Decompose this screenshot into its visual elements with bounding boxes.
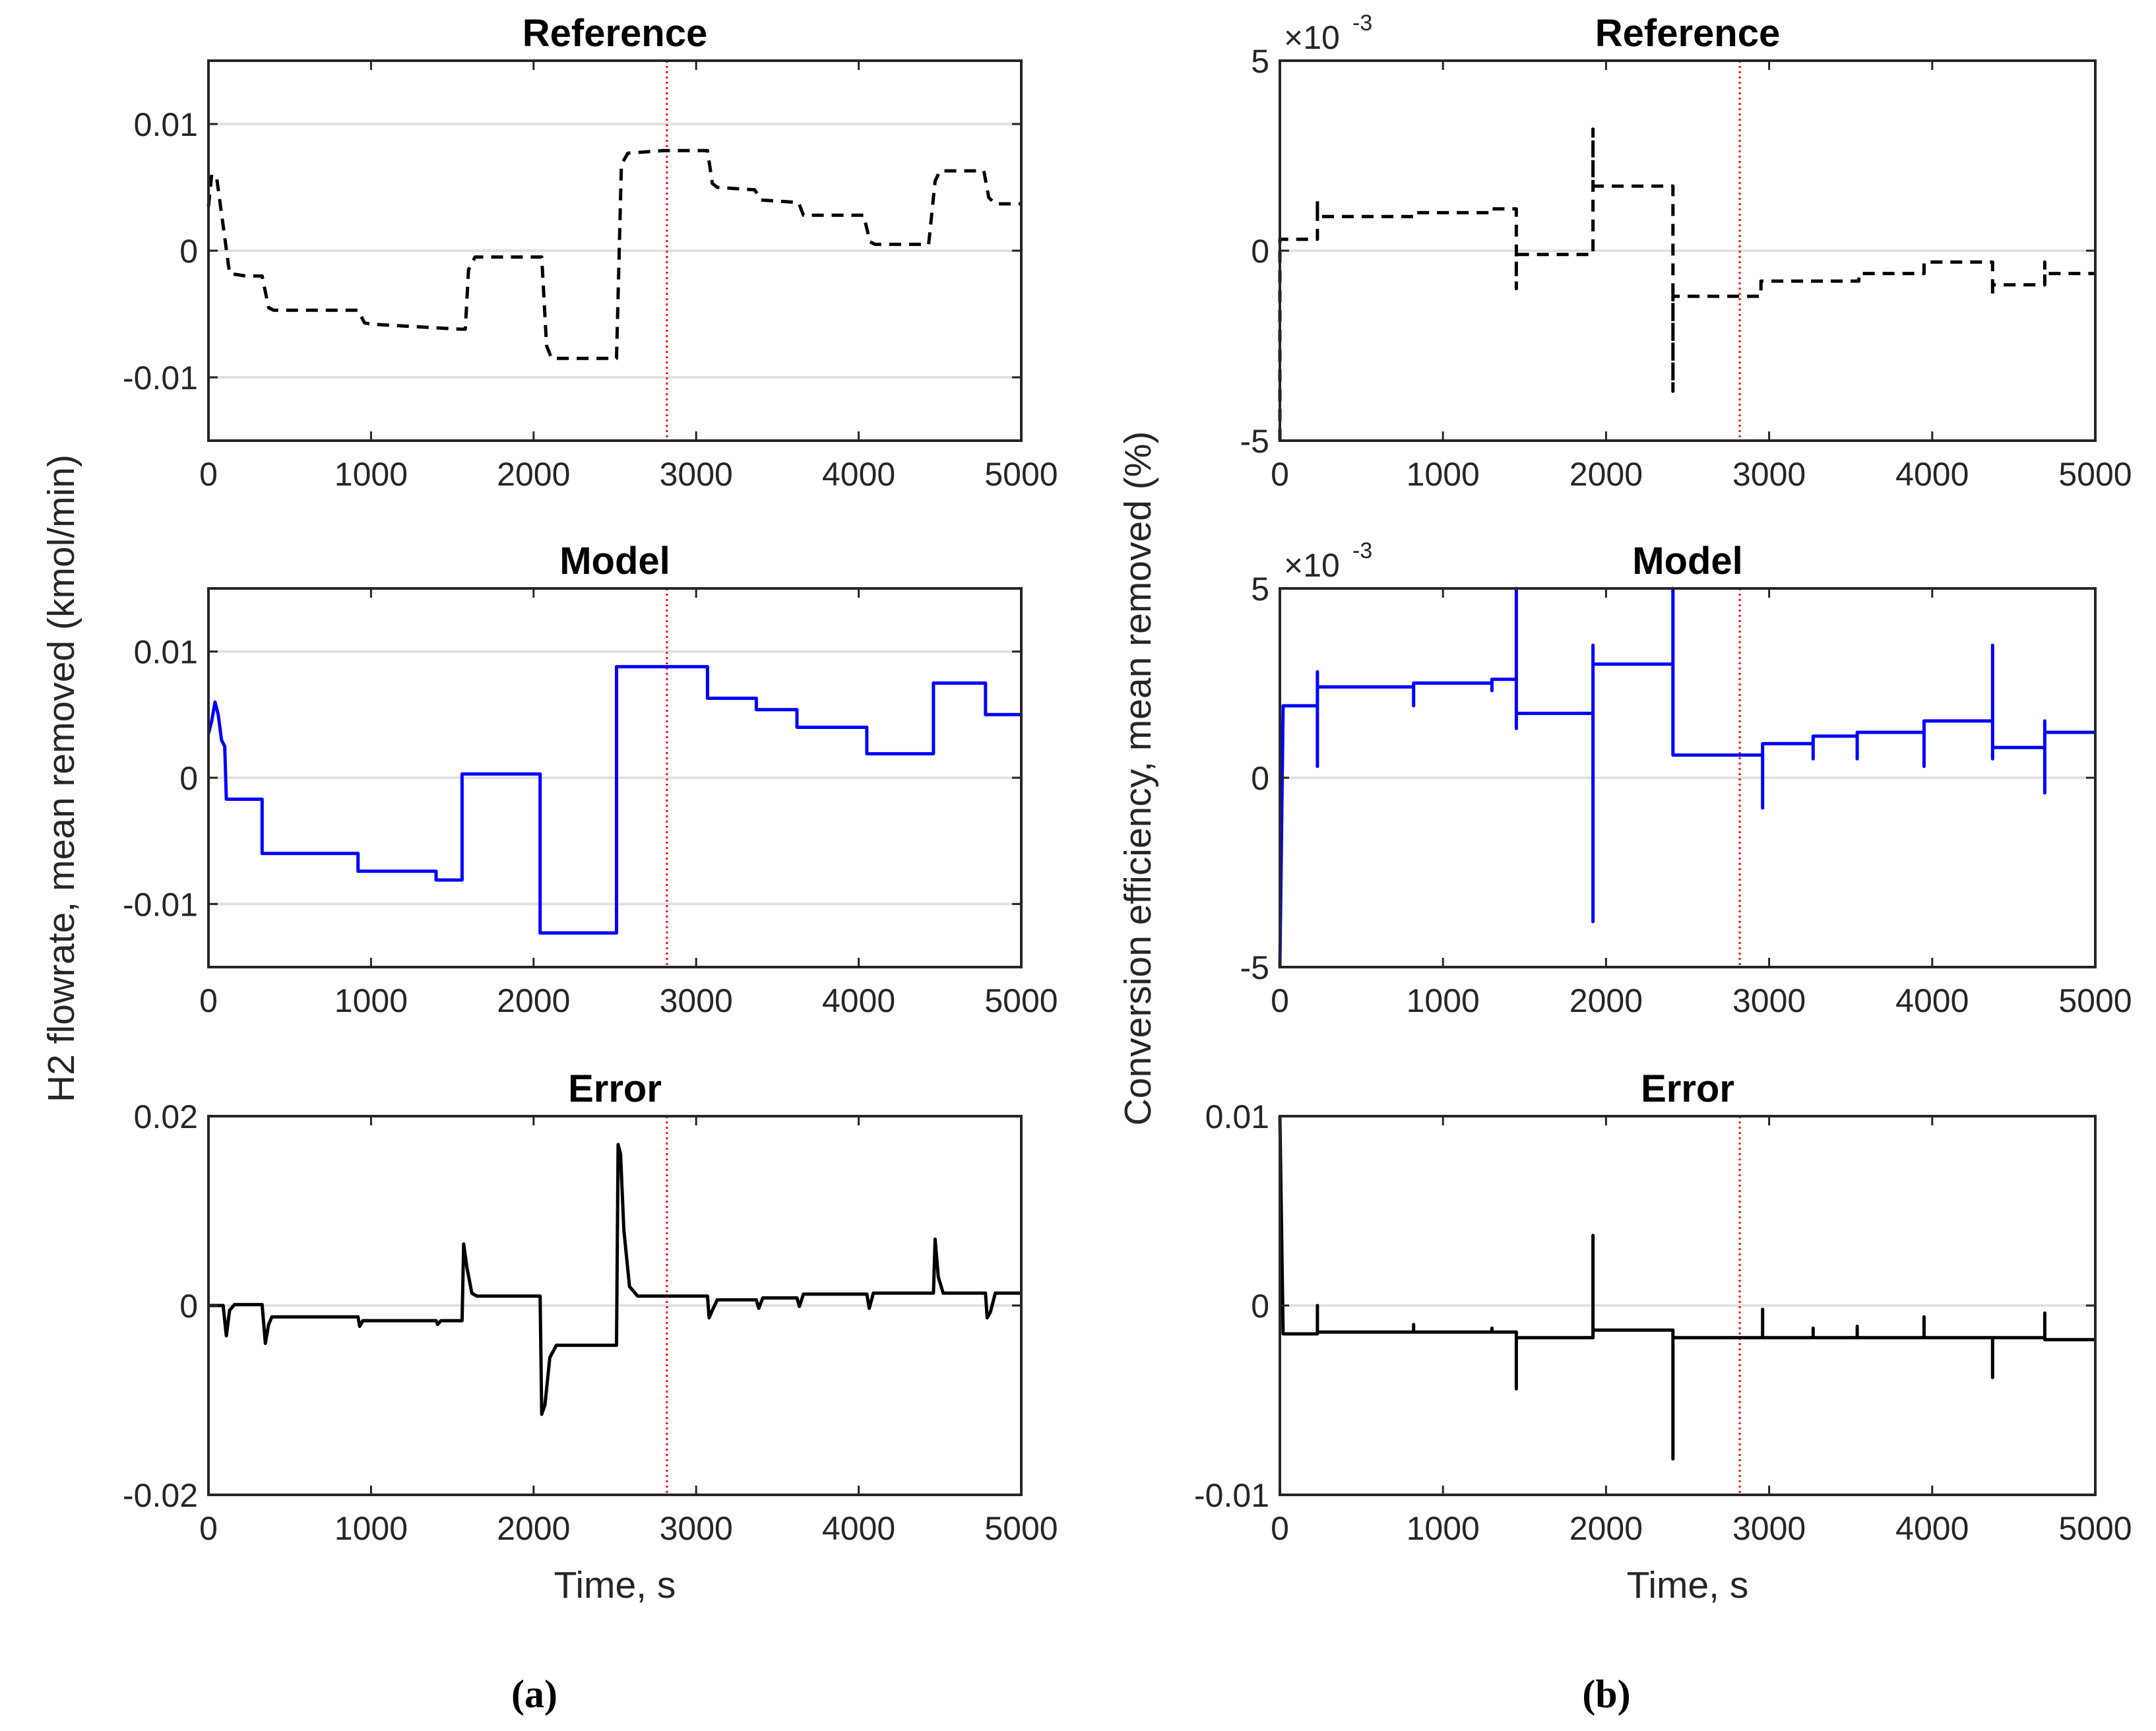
x-tick-label: 1000 bbox=[1407, 1510, 1480, 1547]
x-tick-label: 0 bbox=[199, 1510, 218, 1547]
data-series-b-model bbox=[1278, 586, 2095, 968]
y-tick-label: 0.01 bbox=[134, 634, 198, 671]
x-tick-label: 2000 bbox=[497, 982, 570, 1019]
x-tick-label: 1000 bbox=[334, 456, 408, 493]
x-tick-label: 3000 bbox=[660, 1510, 733, 1547]
y-tick-label: 0 bbox=[1251, 233, 1269, 270]
chart-title: Error bbox=[1641, 1067, 1734, 1110]
chart-title: Error bbox=[568, 1067, 662, 1110]
x-tick-label: 1000 bbox=[1407, 456, 1480, 493]
x-tick-label: 5000 bbox=[2058, 982, 2132, 1019]
y-tick-label: 0.02 bbox=[134, 1098, 198, 1135]
y-tick-label: -5 bbox=[1240, 949, 1269, 986]
y-tick-label: -0.01 bbox=[123, 886, 198, 923]
data-series-a-model bbox=[206, 665, 1021, 935]
x-tick-label: 0 bbox=[199, 456, 218, 493]
chart-panel-b-err: 0 1000 2000 3000 4000 5000-0.0100.01ErrorTime… bbox=[1194, 1067, 2132, 1606]
x-tick-label: 1000 bbox=[334, 1510, 408, 1547]
y-tick-label: -0.02 bbox=[123, 1477, 198, 1514]
subfigure-label-b: (b) bbox=[1582, 1672, 1630, 1716]
x-tick-label: 2000 bbox=[1569, 456, 1643, 493]
x-tick-label: 3000 bbox=[660, 456, 733, 493]
x-tick-label: 2000 bbox=[1569, 982, 1643, 1019]
y-axis-label-b: Conversion efficiency, mean removed (%) bbox=[1117, 431, 1159, 1126]
x-tick-label: 4000 bbox=[822, 982, 895, 1019]
x-axis-label: Time, s bbox=[554, 1564, 676, 1606]
y-tick-label: 5 bbox=[1251, 571, 1269, 608]
data-series-a-err bbox=[208, 1143, 1021, 1416]
x-tick-label: 5000 bbox=[2058, 1510, 2132, 1547]
chart-panel-a-model: 0 1000 2000 3000 4000 5000 -0.01 0 0.01 Model bbox=[123, 540, 1058, 1019]
chart-title: Reference bbox=[523, 12, 707, 55]
chart-panel-a-err: 0 1000 2000 3000 4000 5000-0.0200.02ErrorTime… bbox=[123, 1067, 1058, 1606]
charts-layer: 0 1000 2000 3000 4000 5000-0.0100.01Reference… bbox=[123, 11, 2132, 1606]
x-tick-label: 2000 bbox=[497, 456, 570, 493]
x-tick-label: 2000 bbox=[1569, 1510, 1643, 1547]
x-tick-label: 3000 bbox=[1732, 982, 1806, 1019]
axis-exponent: ×10 bbox=[1284, 19, 1340, 56]
x-tick-label: 4000 bbox=[1895, 1510, 1969, 1547]
y-tick-label: 0 bbox=[179, 233, 198, 270]
x-tick-label: 3000 bbox=[1732, 1510, 1806, 1547]
y-tick-label: 0.01 bbox=[134, 106, 198, 143]
axis-exponent-power: -3 bbox=[1352, 538, 1372, 563]
y-axis-label-a: H2 flowrate, mean removed (kmol/min) bbox=[40, 455, 82, 1102]
y-tick-label: 0 bbox=[179, 1288, 198, 1325]
x-tick-label: 1000 bbox=[334, 982, 408, 1019]
x-tick-label: 5000 bbox=[2058, 456, 2132, 493]
x-tick-label: 3000 bbox=[660, 982, 733, 1019]
x-tick-label: 3000 bbox=[1732, 456, 1806, 493]
subfigure-label-a: (a) bbox=[511, 1672, 557, 1716]
chart-title: Reference bbox=[1595, 12, 1780, 55]
y-tick-label: 0 bbox=[1251, 760, 1269, 797]
y-tick-label: -0.01 bbox=[1194, 1477, 1269, 1514]
x-tick-label: 0 bbox=[1271, 456, 1289, 493]
x-axis-label: Time, s bbox=[1627, 1564, 1749, 1606]
x-tick-label: 4000 bbox=[822, 456, 895, 493]
x-tick-label: 4000 bbox=[1895, 982, 1969, 1019]
x-tick-label: 5000 bbox=[984, 1510, 1058, 1547]
x-tick-label: 4000 bbox=[822, 1510, 895, 1547]
x-tick-label: 4000 bbox=[1895, 456, 1969, 493]
x-tick-label: 0 bbox=[199, 982, 218, 1019]
chart-title: Model bbox=[1632, 540, 1743, 582]
x-tick-label: 0 bbox=[1271, 1510, 1289, 1547]
y-tick-label: 0.01 bbox=[1205, 1098, 1269, 1135]
axis-exponent: ×10 bbox=[1284, 547, 1340, 584]
data-series-a-ref bbox=[206, 148, 1021, 360]
y-tick-label: -5 bbox=[1240, 423, 1269, 460]
y-tick-label: 5 bbox=[1251, 43, 1269, 80]
chart-panel-a-ref: 0 1000 2000 3000 4000 5000 -0.01 0 0.01 Reference bbox=[123, 12, 1058, 493]
y-tick-label: -0.01 bbox=[123, 360, 198, 396]
y-tick-label: 0 bbox=[1251, 1288, 1269, 1325]
x-tick-label: 5000 bbox=[984, 982, 1058, 1019]
y-tick-label: 0 bbox=[179, 760, 198, 797]
data-series-b-ref bbox=[1278, 127, 2095, 441]
x-tick-label: 0 bbox=[1271, 982, 1289, 1019]
data-series-b-err bbox=[1278, 1116, 2095, 1461]
x-tick-label: 5000 bbox=[984, 456, 1058, 493]
x-tick-label: 2000 bbox=[497, 1510, 570, 1547]
x-tick-label: 1000 bbox=[1407, 982, 1480, 1019]
axis-exponent-power: -3 bbox=[1352, 11, 1372, 36]
chart-title: Model bbox=[559, 540, 670, 582]
